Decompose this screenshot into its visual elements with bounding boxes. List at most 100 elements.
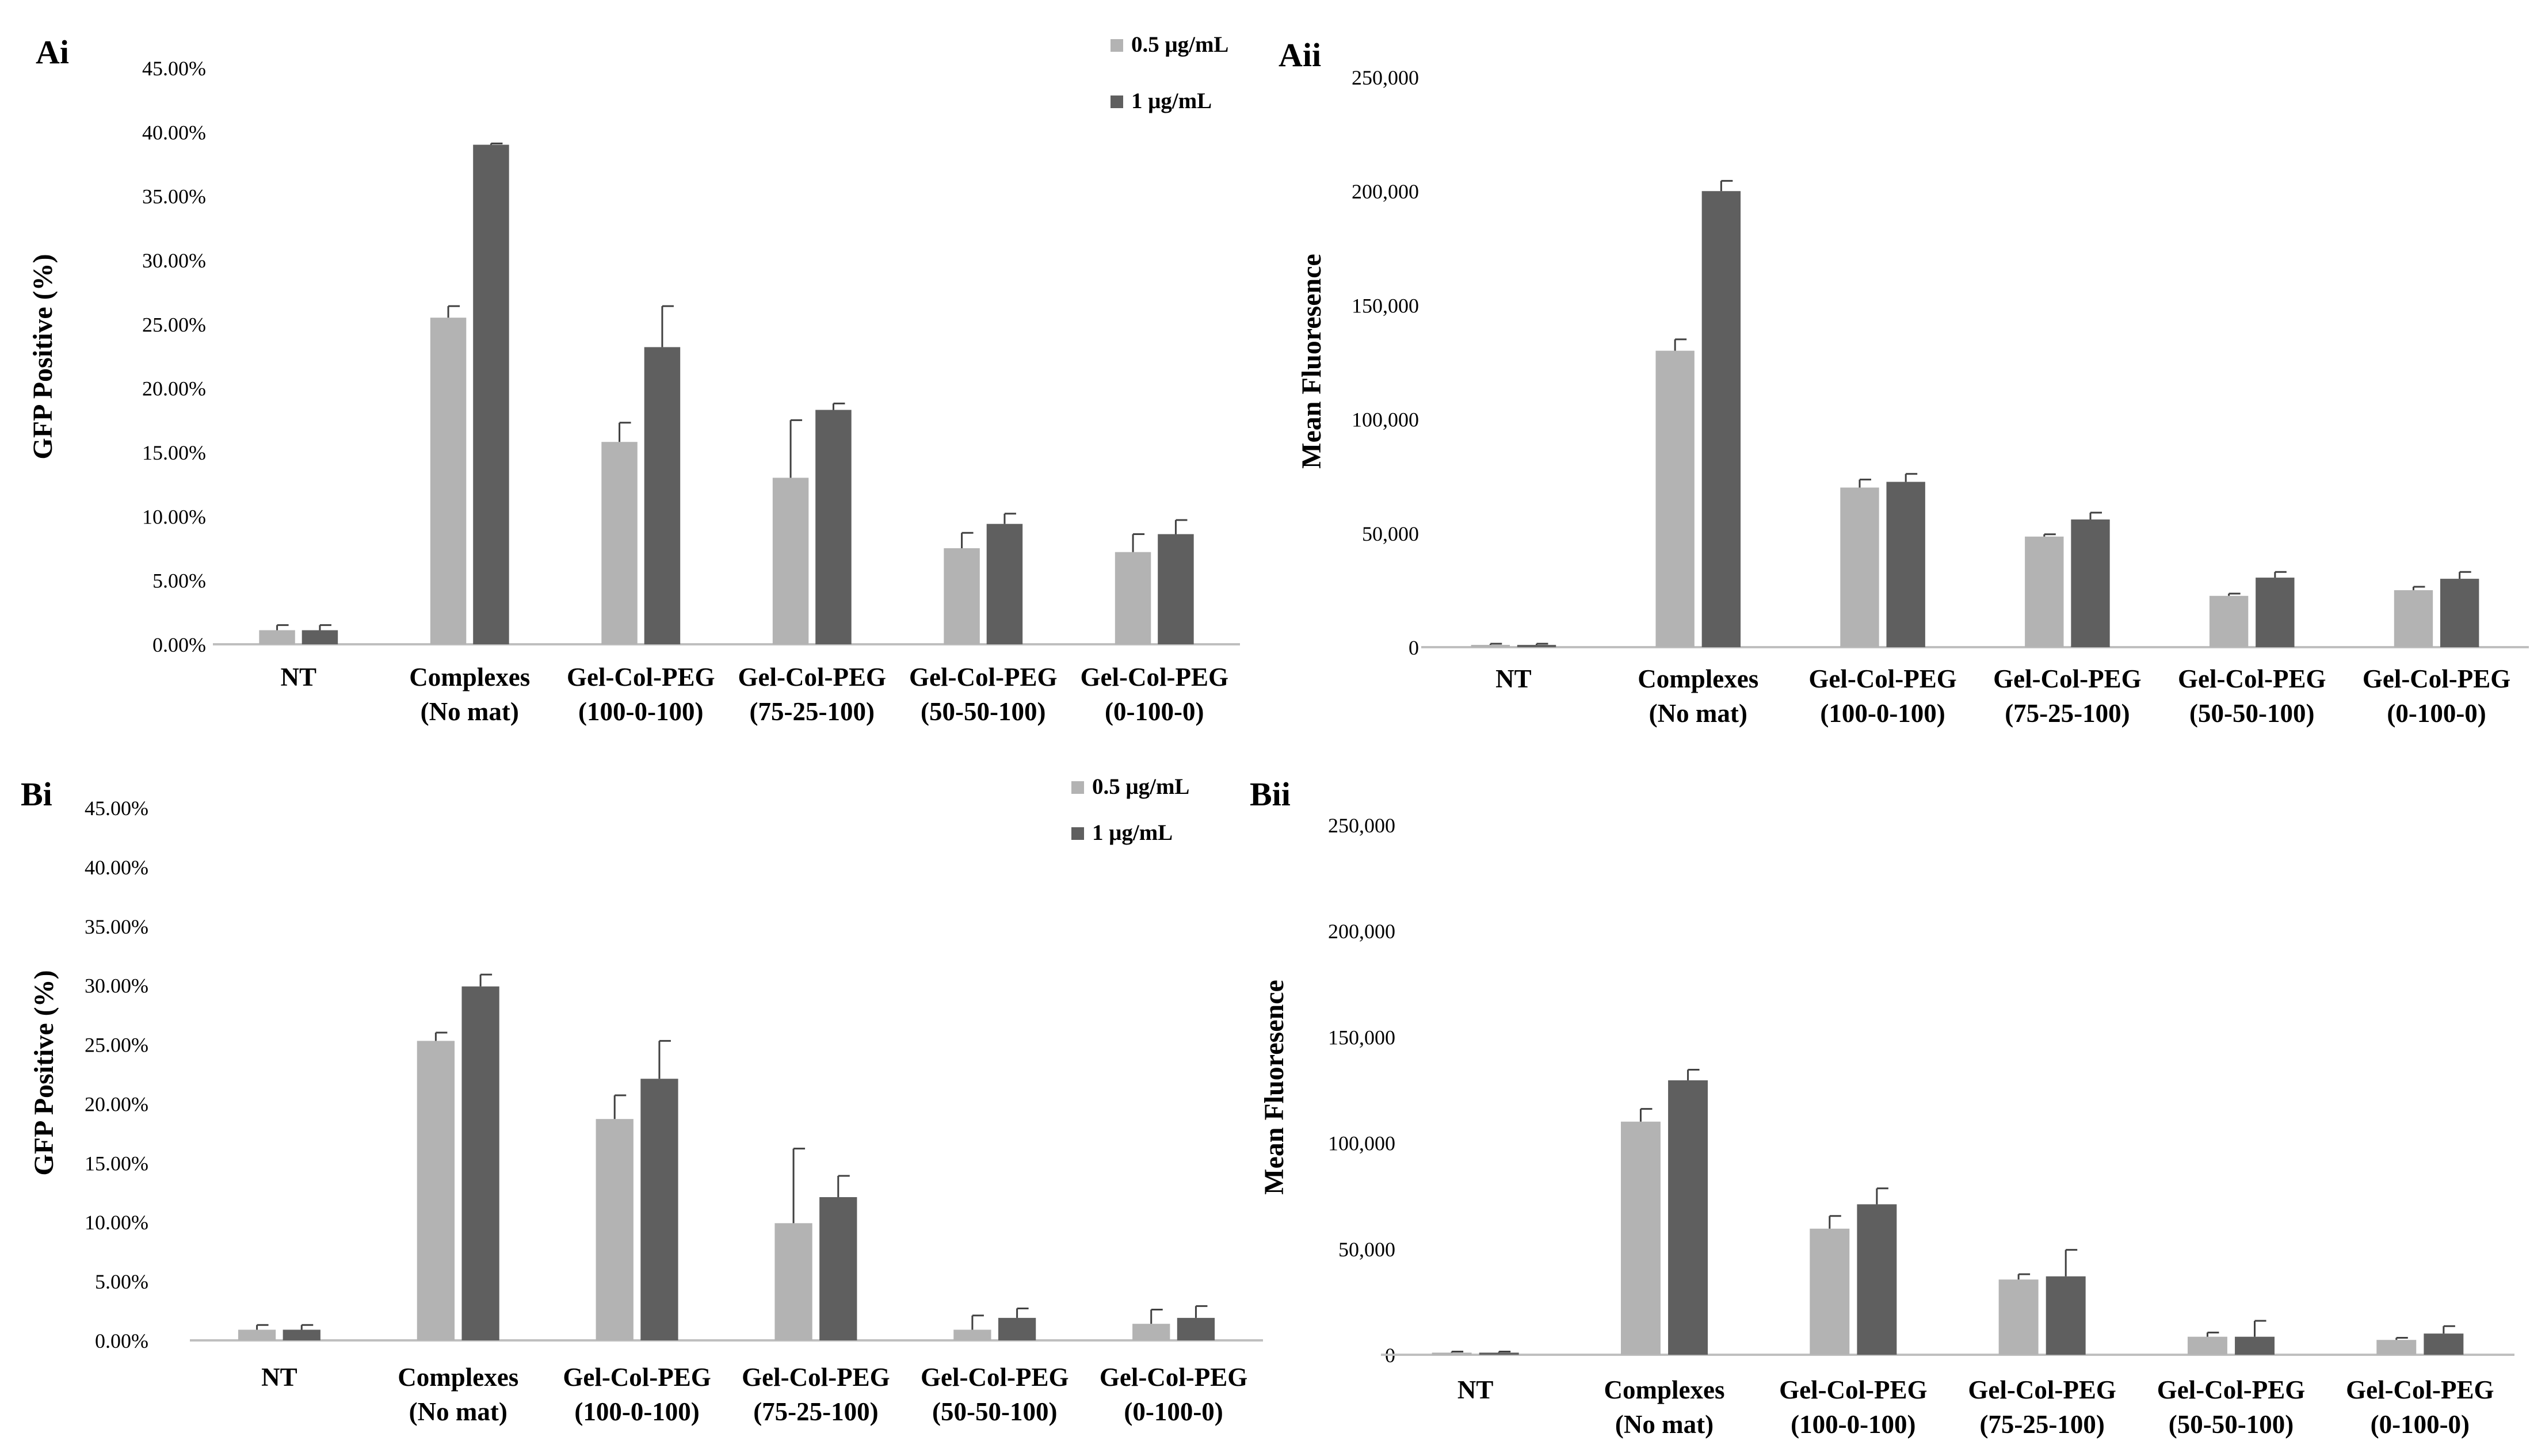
bar: [430, 318, 467, 644]
y-tick-label: 100,000: [1328, 1132, 1395, 1155]
y-tick-label: 200,000: [1328, 920, 1395, 943]
y-tick-label: 35.00%: [85, 915, 148, 938]
x-category-label: (50-50-100): [2189, 699, 2314, 728]
bar: [986, 523, 1023, 644]
y-tick-label: 100,000: [1352, 408, 1419, 431]
bar: [1132, 1324, 1170, 1340]
y-tick-label: 150,000: [1352, 294, 1419, 317]
legend-label: 0.5 μg/mL: [1131, 32, 1228, 57]
bar: [417, 1041, 455, 1340]
bar: [815, 410, 852, 644]
x-category-label: Gel-Col-PEG: [1993, 664, 2141, 693]
legend-label: 1 μg/mL: [1092, 820, 1173, 845]
bar: [774, 1223, 812, 1340]
bar: [259, 630, 295, 644]
legend-swatch: [1071, 827, 1084, 840]
legend: 0.5 μg/mL 1 μg/mL: [1111, 32, 1228, 113]
y-tick-label: 20.00%: [142, 377, 206, 400]
x-category-label: NT: [1457, 1375, 1494, 1404]
bar: [2394, 590, 2433, 647]
y-tick-label: 45.00%: [85, 797, 148, 820]
y-tick-label: 25.00%: [85, 1034, 148, 1057]
bar: [953, 1329, 991, 1340]
bar: [1655, 350, 1695, 647]
x-category-label: (100-0-100): [578, 697, 703, 726]
y-tick-label: 10.00%: [85, 1211, 148, 1234]
x-category-label: (100-0-100): [574, 1397, 699, 1426]
bar: [283, 1329, 320, 1340]
bar: [1177, 1317, 1215, 1340]
y-tick-label: 30.00%: [142, 249, 206, 272]
legend-swatch: [1111, 39, 1123, 52]
x-category-label: (50-50-100): [2169, 1410, 2294, 1439]
x-category-label: Gel-Col-PEG: [1081, 663, 1228, 691]
x-category-label: (No mat): [1649, 699, 1747, 728]
panel-label: Bii: [1250, 775, 1291, 813]
x-category-label: Gel-Col-PEG: [2178, 664, 2326, 693]
y-tick-label: 0: [1409, 636, 1419, 659]
y-tick-label: 5.00%: [152, 570, 206, 593]
legend: 0.5 μg/mL 1 μg/mL: [1071, 774, 1189, 845]
x-category-label: Complexes: [1638, 664, 1758, 693]
bar: [461, 986, 499, 1340]
y-axis-title: Mean Fluoresence: [1259, 980, 1289, 1195]
y-tick-label: 250,000: [1352, 66, 1419, 89]
y-tick-label: 0.00%: [152, 633, 206, 656]
panel-label: Aii: [1279, 36, 1321, 74]
y-tick-label: 50,000: [1338, 1238, 1395, 1261]
bar: [1701, 191, 1741, 647]
x-category-label: Gel-Col-PEG: [567, 663, 715, 691]
bar: [772, 477, 809, 644]
x-category-label: (75-25-100): [753, 1397, 878, 1426]
bar: [1668, 1080, 1708, 1355]
bar: [644, 347, 681, 644]
x-category-label: NT: [261, 1363, 297, 1392]
bar: [1998, 1279, 2039, 1355]
x-category-label: NT: [280, 663, 316, 691]
bar: [1620, 1121, 1661, 1355]
bar: [1840, 487, 1879, 647]
x-category-label: Complexes: [1604, 1375, 1725, 1404]
x-category-label: Gel-Col-PEG: [909, 663, 1057, 691]
y-tick-label: 40.00%: [85, 856, 148, 879]
panel-ai: Ai GFP Positive (%) 0.00% 5.00% 10.00% 15.00%…: [28, 32, 1240, 726]
x-category-label: (75-25-100): [1979, 1410, 2104, 1439]
y-tick-label: 200,000: [1352, 180, 1419, 203]
x-category-label: (0-100-0): [2371, 1410, 2470, 1439]
x-category-label: Gel-Col-PEG: [1808, 664, 1956, 693]
y-tick-label: 15.00%: [85, 1152, 148, 1175]
bar: [1115, 552, 1151, 644]
y-tick-label: 5.00%: [95, 1270, 148, 1293]
y-axis-title: GFP Positive (%): [28, 254, 58, 459]
panel-bi: Bi GFP Positive (%) 0.00% 5.00% 10.00% 15.00%…: [21, 774, 1263, 1426]
y-tick-label: 250,000: [1328, 814, 1395, 837]
y-tick-label: 25.00%: [142, 313, 206, 336]
bar: [819, 1197, 857, 1340]
y-tick-label: 35.00%: [142, 185, 206, 208]
x-category-label: (75-25-100): [750, 697, 875, 726]
bar: [596, 1119, 634, 1340]
bar: [238, 1329, 276, 1340]
bar: [2187, 1336, 2227, 1355]
bar: [473, 144, 509, 645]
x-category-label: (0-100-0): [1105, 697, 1204, 726]
x-category-label: (0-100-0): [1124, 1397, 1223, 1426]
x-category-label: Complexes: [398, 1363, 518, 1392]
x-category-label: (75-25-100): [2005, 699, 2130, 728]
bar: [302, 630, 338, 644]
x-category-label: (No mat): [1615, 1410, 1714, 1439]
bar: [640, 1079, 678, 1340]
bar: [1471, 645, 1510, 647]
y-tick-label: 150,000: [1328, 1026, 1395, 1049]
bar: [2440, 579, 2479, 647]
bar: [2376, 1340, 2417, 1355]
panel-label: Bi: [21, 775, 52, 813]
x-category-label: Gel-Col-PEG: [2363, 664, 2510, 693]
y-tick-label: 45.00%: [142, 57, 206, 80]
panel-aii: Aii Mean Fluoresence 0 50,000 100,000 150,000…: [1279, 36, 2529, 728]
panel-label: Ai: [36, 33, 69, 71]
x-category-label: Gel-Col-PEG: [2157, 1375, 2305, 1404]
x-category-label: (50-50-100): [932, 1397, 1057, 1426]
